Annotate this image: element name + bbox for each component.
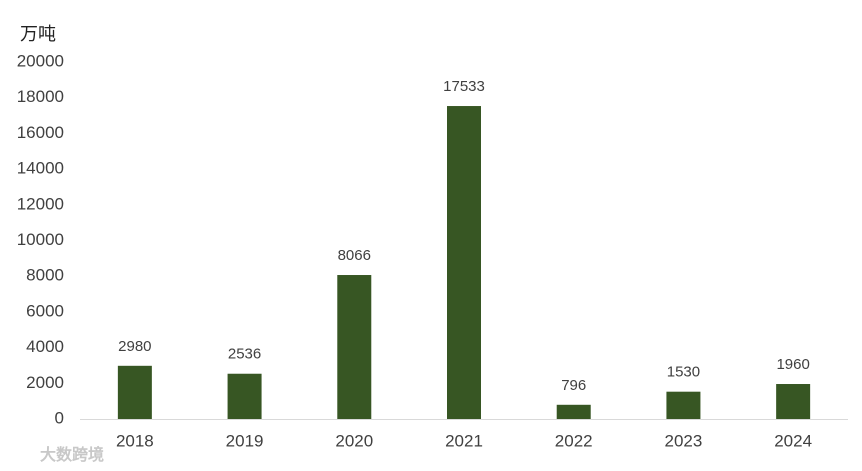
value-label: 2980 xyxy=(118,338,151,355)
bar xyxy=(447,106,481,419)
bar xyxy=(337,275,372,419)
x-tick-label: 2023 xyxy=(665,431,703,450)
value-label: 8066 xyxy=(338,247,371,264)
value-label: 2536 xyxy=(228,346,261,363)
y-tick-label: 20000 xyxy=(17,51,64,70)
y-tick-label: 16000 xyxy=(17,123,64,142)
y-tick-label: 0 xyxy=(55,408,64,427)
bar xyxy=(776,384,811,419)
y-tick-label: 2000 xyxy=(26,373,64,392)
y-tick-label: 6000 xyxy=(26,301,64,320)
bar xyxy=(556,404,591,419)
x-tick-label: 2019 xyxy=(226,431,264,450)
x-tick-label: 2020 xyxy=(335,431,373,450)
x-tick-label: 2024 xyxy=(774,431,812,450)
bar xyxy=(227,373,262,419)
y-tick-label: 4000 xyxy=(26,337,64,356)
bar xyxy=(117,365,152,419)
value-label: 1530 xyxy=(667,364,700,381)
x-tick-label: 2021 xyxy=(445,431,483,450)
y-tick-label: 10000 xyxy=(17,230,64,249)
bar xyxy=(666,391,701,419)
y-tick-label: 14000 xyxy=(17,159,64,178)
value-label: 796 xyxy=(561,377,586,394)
y-axis-label: 万吨 xyxy=(20,24,56,44)
y-tick-label: 8000 xyxy=(26,266,64,285)
value-label: 1960 xyxy=(776,356,809,373)
value-label: 17533 xyxy=(443,78,485,95)
x-tick-label: 2018 xyxy=(116,431,154,450)
x-tick-label: 2022 xyxy=(555,431,593,450)
watermark: 大数跨境 xyxy=(40,445,104,464)
y-tick-label: 18000 xyxy=(17,87,64,106)
y-tick-label: 12000 xyxy=(17,194,64,213)
